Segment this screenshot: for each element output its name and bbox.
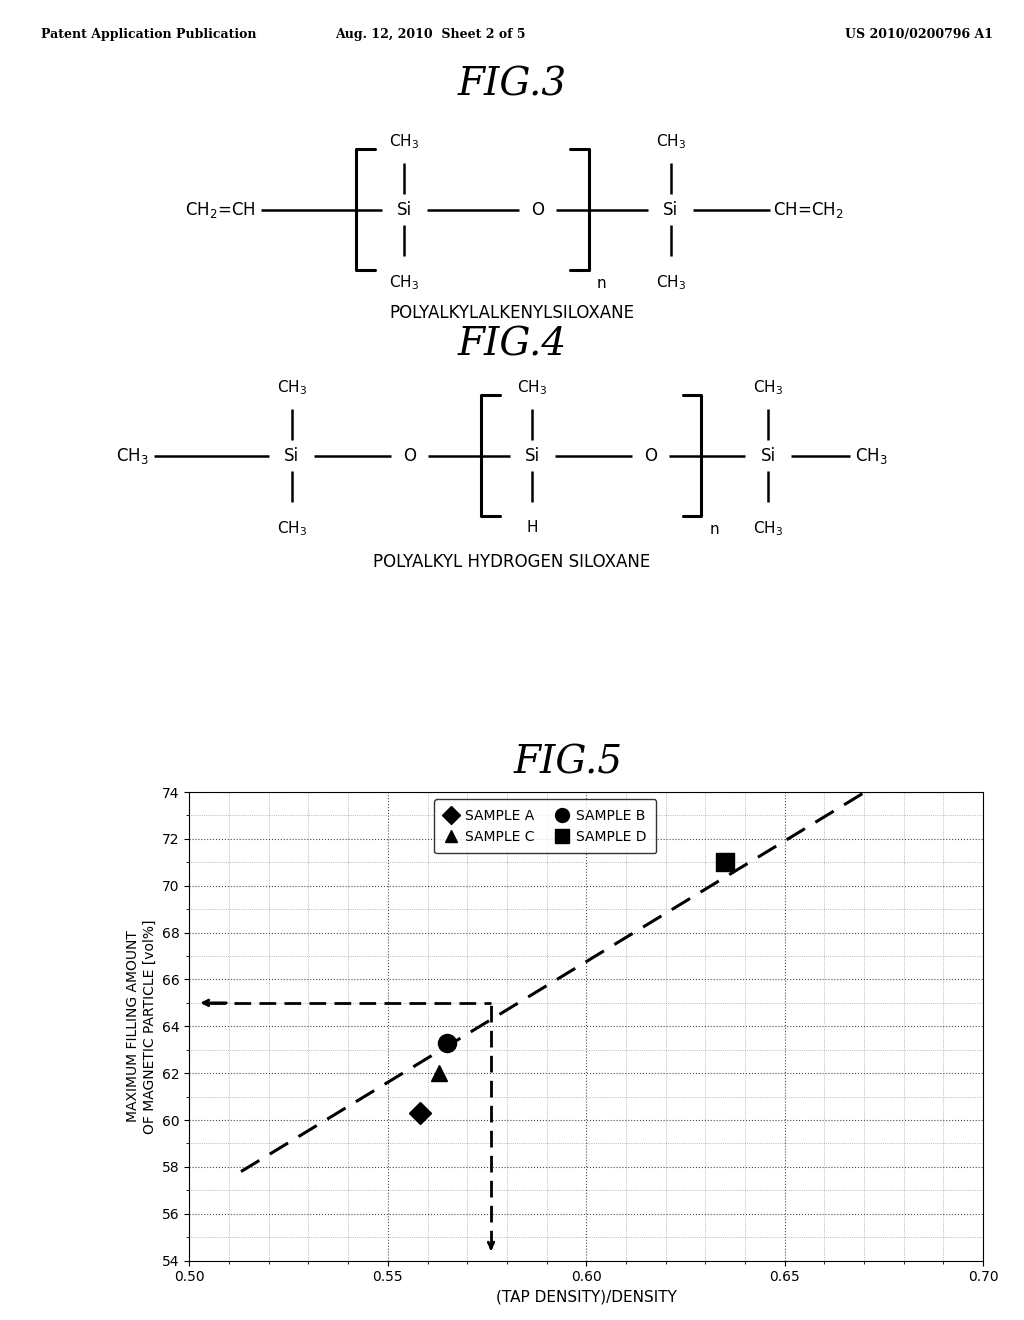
Text: CH=CH$_2$: CH=CH$_2$ [773,199,844,219]
Text: CH$_3$: CH$_3$ [753,379,783,397]
Text: Si: Si [285,446,299,465]
Text: Si: Si [761,446,775,465]
Legend: SAMPLE A, SAMPLE C, SAMPLE B, SAMPLE D: SAMPLE A, SAMPLE C, SAMPLE B, SAMPLE D [434,799,656,853]
Text: CH$_3$: CH$_3$ [389,132,420,152]
Y-axis label: MAXIMUM FILLING AMOUNT
OF MAGNETIC PARTICLE [vol%]: MAXIMUM FILLING AMOUNT OF MAGNETIC PARTI… [126,919,157,1134]
Text: Si: Si [664,201,678,219]
Text: FIG.3: FIG.3 [458,66,566,103]
Text: O: O [531,201,544,219]
Text: n: n [710,521,719,537]
Text: CH$_3$: CH$_3$ [389,273,420,293]
Text: POLYALKYLALKENYLSILOXANE: POLYALKYLALKENYLSILOXANE [389,304,635,322]
X-axis label: (TAP DENSITY)/DENSITY: (TAP DENSITY)/DENSITY [496,1290,677,1305]
Text: CH$_2$=CH: CH$_2$=CH [185,199,256,219]
Text: CH$_3$: CH$_3$ [116,446,148,466]
Text: Si: Si [397,201,412,219]
Text: CH$_3$: CH$_3$ [276,379,307,397]
Text: CH$_3$: CH$_3$ [753,520,783,539]
Text: O: O [644,446,656,465]
Text: POLYALKYL HYDROGEN SILOXANE: POLYALKYL HYDROGEN SILOXANE [374,553,650,572]
Text: US 2010/0200796 A1: US 2010/0200796 A1 [845,28,993,41]
Text: CH$_3$: CH$_3$ [517,379,548,397]
Text: CH$_3$: CH$_3$ [655,132,686,152]
Text: H: H [526,520,539,535]
Text: CH$_3$: CH$_3$ [655,273,686,293]
Text: O: O [403,446,416,465]
Text: CH$_3$: CH$_3$ [276,520,307,539]
Text: FIG.5: FIG.5 [514,744,623,781]
Text: FIG.4: FIG.4 [458,326,566,363]
Text: Si: Si [525,446,540,465]
Text: n: n [597,276,606,290]
Text: Patent Application Publication: Patent Application Publication [41,28,256,41]
Text: CH$_3$: CH$_3$ [855,446,888,466]
Text: Aug. 12, 2010  Sheet 2 of 5: Aug. 12, 2010 Sheet 2 of 5 [335,28,525,41]
